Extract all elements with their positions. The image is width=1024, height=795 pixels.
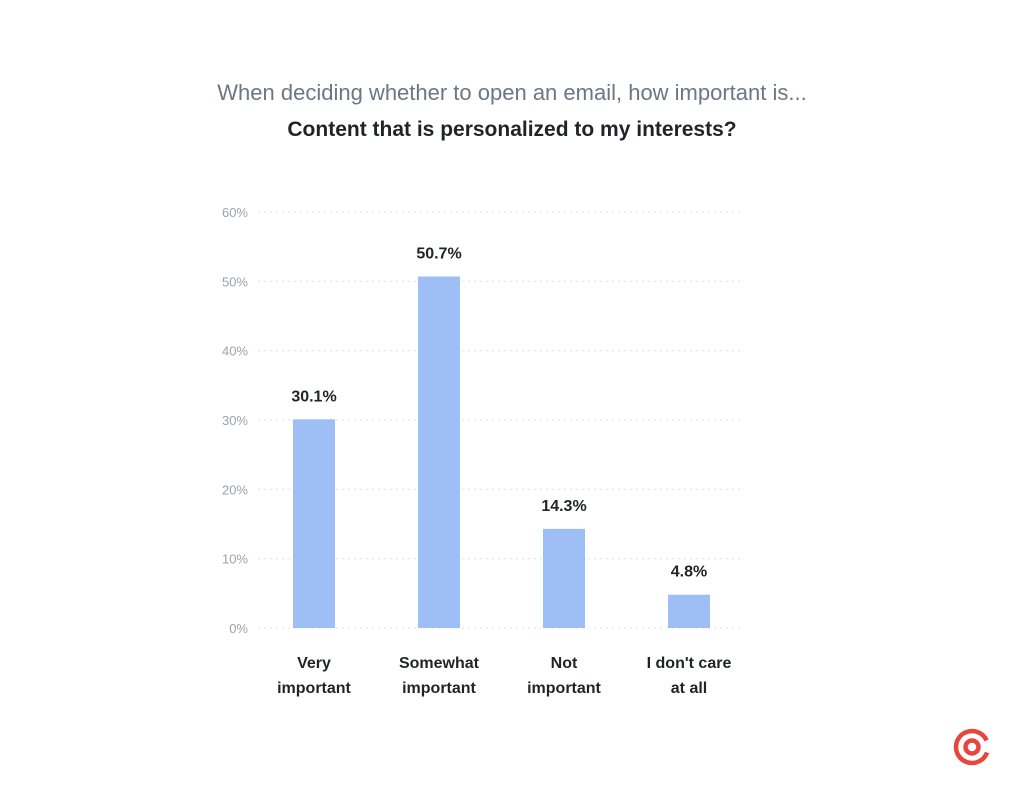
y-tick-label: 10%: [222, 552, 248, 567]
category-label: Very: [297, 655, 331, 672]
category-label: important: [277, 680, 351, 697]
y-tick-label: 40%: [222, 344, 248, 359]
category-label: Somewhat: [399, 655, 480, 672]
value-label: 30.1%: [291, 388, 336, 405]
category-label: I don't care: [647, 655, 732, 672]
category-labels: Very important Somewhat important Not importa…: [277, 655, 731, 697]
bar: [418, 276, 460, 628]
y-tick-label: 20%: [222, 482, 248, 497]
category-label: important: [527, 680, 601, 697]
category-label: important: [402, 680, 476, 697]
value-label: 14.3%: [541, 498, 586, 515]
y-tick-label: 30%: [222, 413, 248, 428]
bar: [668, 594, 710, 628]
bar: [543, 528, 585, 628]
bar: [293, 419, 335, 628]
value-labels: 30.1% 50.7% 14.3% 4.8%: [291, 245, 707, 580]
grid-lines: [258, 211, 742, 629]
y-tick-label: 0%: [229, 621, 248, 636]
value-label: 4.8%: [671, 564, 707, 581]
chart-subtitle: When deciding whether to open an email, …: [217, 80, 807, 105]
category-label: Not: [551, 655, 578, 672]
value-label: 50.7%: [416, 245, 461, 262]
bars: [293, 276, 710, 628]
chart-title: Content that is personalized to my inter…: [287, 118, 737, 141]
y-tick-label: 50%: [222, 274, 248, 289]
category-label: at all: [671, 680, 707, 697]
y-tick-label: 60%: [222, 205, 248, 220]
at-sign-icon: [953, 728, 991, 766]
y-axis-ticks: 0% 10% 20% 30% 40% 50% 60%: [222, 205, 248, 636]
